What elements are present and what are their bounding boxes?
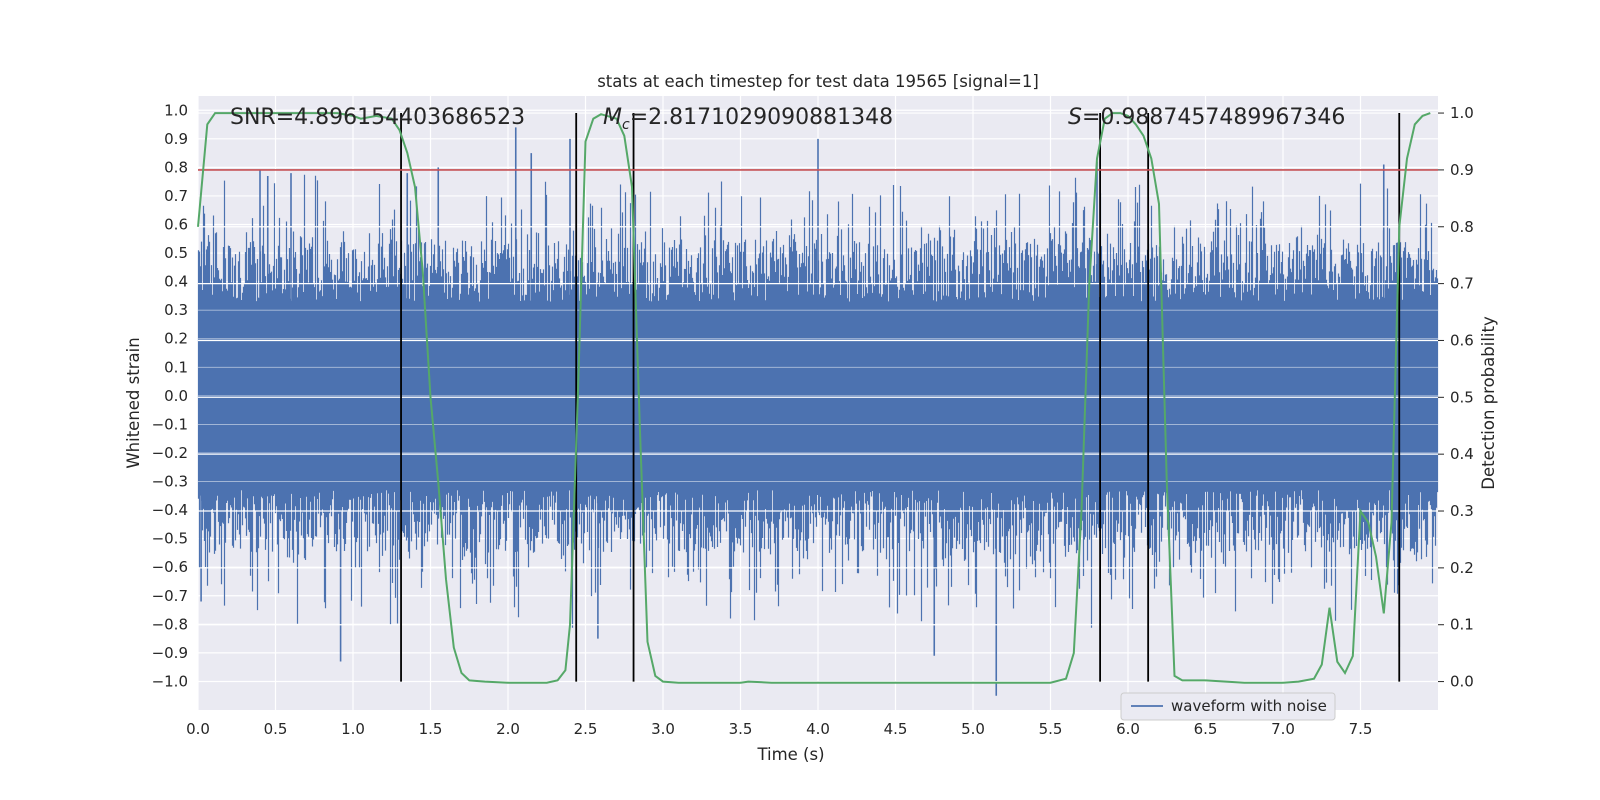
y-tick-label: −0.4: [152, 501, 188, 519]
y-tick-label: −0.3: [152, 473, 188, 491]
y-axis-label: Whitened strain: [124, 337, 143, 468]
y2-tick-label: 0.5: [1450, 388, 1474, 406]
y-tick-label: 1.0: [164, 101, 188, 119]
y-tick-label: −1.0: [152, 672, 188, 690]
y-tick-label: 0.2: [164, 330, 188, 348]
x-tick-label: 0.5: [264, 720, 288, 738]
y2-tick-label: 0.7: [1450, 275, 1474, 293]
x-tick-label: 6.0: [1116, 720, 1140, 738]
y-tick-label: −0.7: [152, 587, 188, 605]
y-tick-label: −0.2: [152, 444, 188, 462]
y2-tick-label: 0.1: [1450, 616, 1474, 634]
y-tick-label: 0.5: [164, 244, 188, 262]
x-tick-label: 0.0: [186, 720, 210, 738]
y2-tick-label: 0.2: [1450, 559, 1474, 577]
detection-probability-line: [197, 112, 1431, 684]
legend-label: waveform with noise: [1171, 697, 1327, 715]
y2-tick-label: 1.0: [1450, 104, 1474, 122]
y2-tick-label: 0.3: [1450, 502, 1474, 520]
y-tick-label: 0.3: [164, 301, 188, 319]
y-tick-label: 0.6: [164, 216, 188, 234]
y-axis-right-label: Detection probability: [1479, 316, 1498, 490]
y-tick-label: 0.1: [164, 358, 188, 376]
x-tick-label: 2.0: [496, 720, 520, 738]
x-tick-label: 4.5: [884, 720, 908, 738]
chirp-mass-annotation: Mc=2.8171029090881348: [603, 105, 893, 133]
y-tick-label: 0.4: [164, 273, 188, 291]
legend: waveform with noise: [1120, 692, 1336, 721]
s-symbol: S: [1068, 105, 1082, 130]
x-tick-label: 1.5: [419, 720, 443, 738]
chirp-mass-symbol: M: [603, 105, 622, 130]
y-tick-label: −0.9: [152, 644, 188, 662]
x-tick-label: 7.5: [1349, 720, 1373, 738]
x-tick-label: 6.5: [1194, 720, 1218, 738]
y-tick-label: −0.8: [152, 615, 188, 633]
x-tick-label: 5.5: [1039, 720, 1063, 738]
y-tick-label: 0.0: [164, 387, 188, 405]
x-tick-label: 3.0: [651, 720, 675, 738]
y2-tick-label: 0.9: [1450, 161, 1474, 179]
y-tick-label: 0.7: [164, 187, 188, 205]
x-axis-label: Time (s): [756, 745, 824, 764]
snr-annotation: SNR=4.896154403686523: [230, 105, 525, 130]
x-tick-label: 5.0: [961, 720, 985, 738]
x-tick-label: 3.5: [729, 720, 753, 738]
x-tick-label: 7.0: [1271, 720, 1295, 738]
y-tick-label: 0.8: [164, 158, 188, 176]
chirp-mass-value: =2.8171029090881348: [630, 105, 893, 130]
x-tick-label: 2.5: [574, 720, 598, 738]
y-tick-label: 0.9: [164, 130, 188, 148]
x-tick-label: 4.0: [806, 720, 830, 738]
y2-tick-label: 0.4: [1450, 445, 1474, 463]
waveform-series: [197, 112, 1439, 696]
chirp-mass-subscript: c: [622, 117, 630, 133]
s-value: =0.9887457489967346: [1082, 105, 1345, 130]
y-tick-label: −0.1: [152, 415, 188, 433]
chart-title: stats at each timestep for test data 195…: [597, 72, 1039, 91]
tick-labels: 0.0 0.5 1.0 1.5 2.0 2.5 3.0 3.5 4.0 4.5 5.0 5.5 6.0 6…: [152, 101, 1474, 738]
s-annotation: S=0.9887457489967346: [1068, 105, 1345, 130]
x-tick-label: 1.0: [341, 720, 365, 738]
y2-tick-label: 0.6: [1450, 331, 1474, 349]
y2-tick-label: 0.8: [1450, 218, 1474, 236]
legend-box: [1120, 692, 1336, 721]
y-tick-label: −0.5: [152, 530, 188, 548]
y2-tick-label: 0.0: [1450, 673, 1474, 691]
detection-overlay: [197, 112, 1438, 684]
y-tick-label: −0.6: [152, 558, 188, 576]
